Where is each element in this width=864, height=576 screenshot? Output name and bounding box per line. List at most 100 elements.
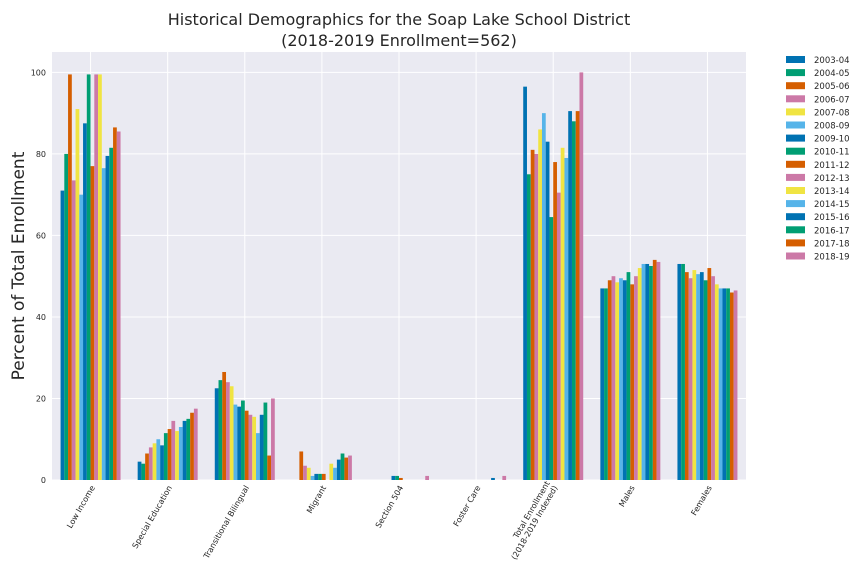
bar: [71, 180, 76, 480]
bar: [75, 109, 80, 481]
bar: [116, 131, 121, 480]
chart-title: Historical Demographics for the Soap Lak…: [168, 10, 631, 29]
bar: [271, 398, 275, 480]
legend-swatch: [786, 121, 805, 129]
y-tick-label: 0: [41, 476, 46, 485]
bar: [252, 416, 257, 480]
legend-label: 2004-05: [814, 69, 850, 79]
bar: [681, 263, 685, 480]
bar: [684, 272, 689, 480]
bar: [109, 147, 114, 481]
bar: [711, 276, 715, 480]
bar: [641, 263, 646, 480]
bar: [244, 410, 249, 480]
bar: [152, 443, 157, 480]
legend-swatch: [786, 108, 805, 116]
legend-swatch: [786, 213, 805, 221]
bar: [391, 475, 396, 480]
bar: [604, 288, 608, 480]
bar: [726, 288, 730, 480]
bar: [649, 266, 653, 480]
legend-label: 2010-11: [814, 148, 850, 158]
legend-label: 2018-19: [814, 253, 850, 263]
bar: [399, 477, 403, 480]
bar: [703, 280, 708, 480]
bar: [237, 406, 242, 480]
legend-swatch: [786, 134, 805, 142]
legend-swatch: [786, 187, 805, 194]
bar: [178, 427, 183, 480]
bar: [233, 404, 238, 480]
bar: [156, 439, 161, 480]
bar: [329, 463, 334, 480]
y-tick-label: 20: [36, 394, 46, 403]
bar: [263, 402, 268, 480]
bar: [545, 141, 550, 480]
legend-label: 2007-08: [814, 108, 850, 118]
bar: [229, 386, 234, 480]
bar: [571, 121, 576, 481]
y-axis-label: Percent of Total Enrollment: [9, 151, 29, 380]
bar: [688, 278, 693, 480]
bar: [182, 420, 187, 480]
bar: [137, 461, 142, 480]
bar: [64, 153, 69, 480]
legend-label: 2015-16: [814, 213, 850, 223]
legend-label: 2008-09: [814, 122, 850, 132]
legend-swatch: [786, 147, 805, 155]
bar: [186, 418, 191, 480]
bar: [630, 284, 635, 480]
legend-label: 2003-04: [814, 56, 850, 66]
bar: [600, 288, 605, 480]
bar: [318, 473, 322, 480]
y-tick-label: 60: [36, 231, 46, 240]
legend-swatch: [786, 226, 805, 234]
bar: [634, 276, 638, 480]
bar: [579, 72, 584, 480]
bar: [83, 123, 87, 480]
bar: [248, 414, 253, 480]
legend-label: 2006-07: [814, 95, 850, 105]
bar: [619, 278, 623, 480]
bar: [267, 455, 272, 480]
bar: [538, 129, 542, 480]
bar: [344, 457, 349, 480]
bar: [303, 465, 307, 480]
legend-swatch: [786, 160, 805, 168]
bar: [611, 276, 616, 480]
legend-label: 2009-10: [814, 135, 850, 145]
legend-label: 2013-14: [814, 187, 850, 197]
bar: [222, 371, 227, 480]
bar: [714, 284, 719, 480]
y-tick-label: 40: [36, 313, 46, 322]
bar: [336, 459, 341, 480]
bar: [395, 475, 399, 480]
bar: [190, 412, 194, 480]
bar: [310, 475, 315, 480]
bar: [556, 192, 561, 480]
legend-label: 2011-12: [814, 161, 850, 171]
bar: [94, 74, 99, 481]
bar: [241, 400, 245, 480]
bar: [148, 447, 153, 480]
bar: [733, 290, 738, 480]
chart-subtitle: (2018-2019 Enrollment=562): [281, 31, 517, 50]
bar: [193, 408, 198, 480]
bar: [321, 473, 326, 480]
bar: [145, 453, 149, 480]
bar: [637, 268, 642, 480]
bar: [299, 451, 304, 480]
bar: [607, 280, 612, 480]
legend-swatch: [786, 82, 805, 90]
bar: [615, 282, 620, 480]
bar: [626, 272, 631, 480]
bar: [175, 431, 179, 480]
bar: [692, 270, 697, 480]
bar: [568, 111, 572, 480]
bar: [575, 111, 580, 480]
bar: [523, 86, 527, 481]
y-axis-ticks: 0 20 40 60 80 100: [31, 68, 46, 485]
bar: [90, 166, 95, 480]
legend-label: 2017-18: [814, 239, 850, 249]
